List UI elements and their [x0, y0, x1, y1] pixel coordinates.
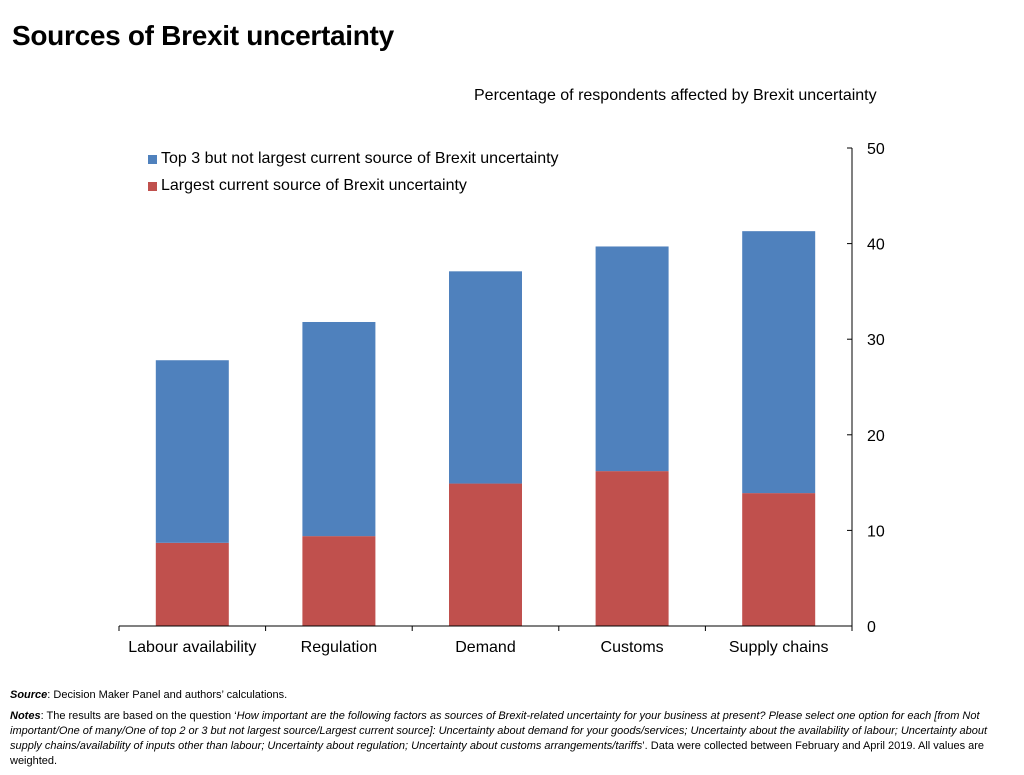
legend-item-top3: Top 3 but not largest current source of …	[148, 150, 559, 168]
legend-item-largest: Largest current source of Brexit uncerta…	[148, 177, 467, 195]
y-tick-label: 10	[867, 523, 885, 540]
bar-segment-largest	[742, 493, 816, 626]
legend-swatch-blue	[148, 154, 157, 164]
bar-segment-top3	[742, 231, 816, 494]
stacked-bar-chart: Labour availability Regulation Demand Custo…	[118, 141, 885, 656]
notes-label: Notes	[10, 710, 41, 722]
x-tick-label: Customs	[601, 639, 664, 656]
legend-swatch-red	[148, 181, 157, 191]
notes-prefix: : The results are based on the question …	[40, 710, 237, 722]
source-note: Source: Decision Maker Panel and authors…	[10, 688, 1020, 703]
bar-segment-top3	[449, 271, 522, 484]
legend-label: Largest current source of Brexit uncerta…	[161, 177, 467, 194]
chart-title: Sources of Brexit uncertainty	[12, 20, 394, 51]
y-tick-label: 20	[867, 428, 885, 445]
bar-segment-largest	[302, 536, 376, 626]
x-tick-label: Supply chains	[729, 639, 829, 656]
bar-segment-top3	[595, 246, 669, 472]
footer: Source: Decision Maker Panel and authors…	[10, 688, 1020, 775]
x-tick-label: Labour availability	[128, 639, 256, 656]
y-tick-label: 0	[867, 619, 876, 636]
bar-segment-largest	[449, 483, 522, 626]
bar-segment-top3	[302, 321, 376, 537]
y-tick-label: 40	[867, 237, 885, 254]
bar-segment-largest	[155, 542, 229, 626]
notes-question: How important are the following factors …	[10, 710, 988, 752]
bar-segment-top3	[155, 360, 229, 543]
notes-suffix: ’. Data were collected between February …	[10, 740, 985, 767]
source-label: Source	[10, 689, 48, 701]
notes: Notes: The results are based on the ques…	[10, 709, 1020, 769]
y-tick-label: 50	[867, 141, 885, 158]
y-tick-label: 30	[867, 332, 885, 349]
legend-label: Top 3 but not largest current source of …	[161, 150, 559, 167]
source-text: : Decision Maker Panel and authors’ calc…	[47, 689, 288, 701]
x-tick-label: Regulation	[301, 639, 378, 656]
bar-segment-largest	[595, 471, 669, 626]
x-tick-label: Demand	[455, 639, 515, 656]
chart-subtitle: Percentage of respondents affected by Br…	[474, 87, 877, 104]
